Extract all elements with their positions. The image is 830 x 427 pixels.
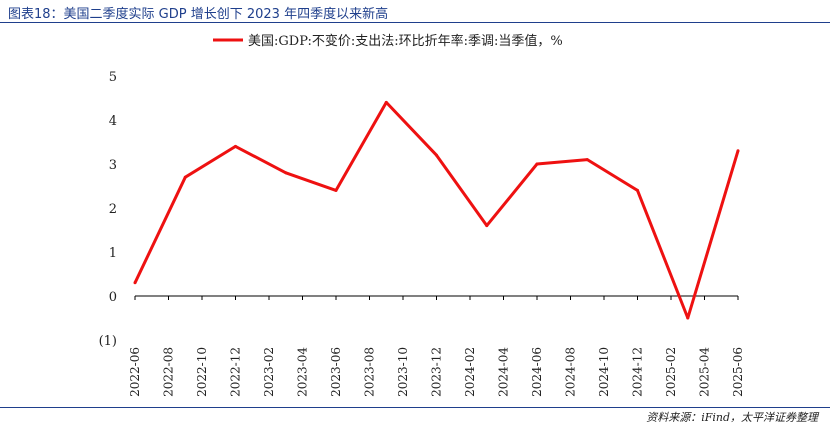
data-point	[334, 188, 338, 192]
x-axis-tick-labels: 2022-06 2022-08 2022-10 2022-12 2023-02 2023-…	[128, 347, 745, 397]
y-tick-label: 4	[109, 114, 117, 129]
x-tick-label: 2023-08	[363, 347, 377, 397]
y-tick-label: 3	[109, 158, 117, 173]
data-point	[384, 100, 388, 104]
x-tick-label: 2022-10	[195, 347, 209, 397]
series-layer	[133, 100, 740, 320]
x-tick-label: 2025-04	[698, 347, 712, 397]
x-tick-label: 2023-04	[296, 347, 310, 397]
figure-title: 图表18：美国二季度实际 GDP 增长创下 2023 年四季度以来新高	[8, 7, 389, 22]
x-tick-label: 2024-06	[530, 347, 544, 397]
x-tick-label: 2024-10	[597, 347, 611, 397]
y-tick-label: 5	[109, 70, 117, 85]
x-tick-label: 2024-08	[564, 347, 578, 397]
data-point	[636, 188, 639, 192]
x-tick-label: 2022-06	[128, 347, 142, 397]
x-tick-label: 2024-04	[497, 347, 511, 397]
y-tick-label: 2	[109, 202, 117, 217]
title-rule	[0, 22, 830, 23]
x-tick-label: 2024-02	[463, 347, 477, 397]
data-point	[435, 153, 438, 157]
data-point	[234, 144, 237, 148]
y-tick-label: (1)	[99, 334, 117, 349]
x-tick-label: 2025-02	[664, 347, 678, 397]
data-point	[686, 316, 690, 320]
data-point	[183, 175, 187, 179]
data-point	[284, 171, 288, 175]
x-tick-label: 2022-12	[229, 347, 243, 397]
data-point	[585, 158, 589, 162]
x-axis	[134, 295, 739, 300]
legend-label: 美国:GDP:不变价:支出法:环比折年率:季调:当季值，%	[248, 33, 563, 49]
x-tick-label: 2024-12	[631, 347, 645, 397]
x-tick-label: 2023-02	[262, 347, 276, 397]
x-tick-label: 2023-12	[430, 347, 444, 397]
data-point	[535, 162, 539, 166]
data-point	[133, 281, 137, 285]
x-tick-label: 2023-06	[329, 347, 343, 397]
data-point	[736, 149, 740, 153]
source-note: 资料来源：iFind，太平洋证券整理	[646, 411, 818, 424]
series-line	[133, 100, 740, 320]
bottom-rule	[0, 407, 830, 408]
legend: 美国:GDP:不变价:支出法:环比折年率:季调:当季值，%	[213, 33, 563, 49]
y-tick-label: 1	[109, 246, 117, 261]
y-axis-ticks: 5 4 3 2 1 0 (1)	[99, 70, 117, 349]
x-tick-label: 2025-06	[731, 347, 745, 397]
data-point	[485, 224, 489, 228]
x-tick-label: 2023-10	[396, 347, 410, 397]
y-tick-label: 0	[109, 290, 117, 305]
x-tick-label: 2022-08	[162, 347, 176, 397]
